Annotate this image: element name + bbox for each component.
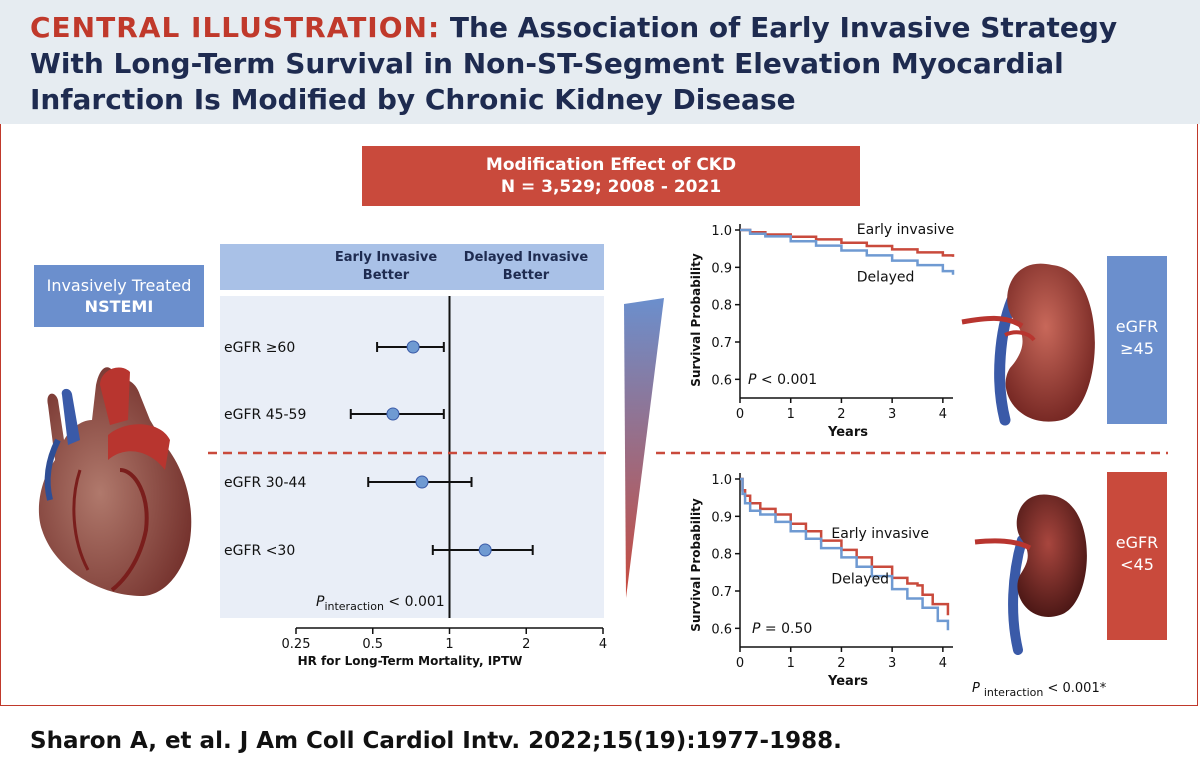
km-x-tick-label: 0 [736, 407, 744, 422]
population-box-line1: Invasively Treated [46, 276, 192, 295]
header-banner [0, 0, 1200, 124]
km-y-tick-label: 0.7 [711, 336, 732, 351]
modification-box-line1: Modification Effect of CKD [485, 155, 737, 175]
km-x-tick-label: 4 [939, 407, 947, 422]
forest-header-right-line2: Better [503, 268, 550, 283]
forest-row-label: eGFR 45-59 [224, 407, 306, 423]
forest-x-tick-label: 1 [445, 637, 453, 652]
km-series-label: Delayed [831, 571, 889, 587]
km-x-tick-label: 2 [837, 656, 845, 671]
km-top-x-label: Years [827, 425, 868, 440]
km-plot-bottom: 0 1 2 3 4 1.0 0.9 0.8 0.7 0.6 Early invasive Delaye… [711, 473, 953, 671]
km-y-tick-label: 1.0 [711, 224, 732, 239]
km-y-tick-label: 0.8 [711, 548, 732, 563]
forest-row-label: eGFR 30-44 [224, 475, 306, 491]
gradient-wedge [624, 298, 664, 598]
km-x-tick-label: 4 [939, 656, 947, 671]
population-box: Invasively Treated NSTEMI [34, 265, 204, 327]
forest-x-tick-label: 0.25 [282, 637, 311, 652]
km-y-tick-label: 1.0 [711, 473, 732, 488]
km-x-tick-label: 3 [888, 656, 896, 671]
km-y-tick-label: 0.9 [711, 261, 732, 276]
km-plot-top: 0 1 2 3 4 1.0 0.9 0.8 0.7 0.6 Early invasive Delaye… [711, 222, 954, 422]
km-series-line [740, 228, 955, 275]
kidney-illustration-bottom [974, 494, 1087, 655]
km-y-tick-label: 0.7 [711, 585, 732, 600]
km-series-label: Early invasive [857, 222, 955, 238]
km-bottom-x-label: Years [827, 674, 868, 689]
km-bottom-y-label: Survival Probability [689, 498, 703, 632]
km-y-tick-label: 0.8 [711, 299, 732, 314]
population-box-line2: NSTEMI [84, 297, 154, 316]
forest-header-left-line1: Early Invasive [335, 250, 438, 265]
km-series-line [740, 477, 950, 616]
km-x-tick-label: 1 [787, 656, 795, 671]
forest-point-estimate [478, 543, 492, 557]
km-y-tick-label: 0.6 [711, 373, 732, 388]
forest-header-bg [220, 244, 604, 290]
km-y-tick-label: 0.6 [711, 622, 732, 637]
title-rest: The Association of Early Invasive Strate… [30, 11, 1118, 116]
forest-x-tick-label: 0.5 [362, 637, 383, 652]
km-x-tick-label: 2 [837, 407, 845, 422]
forest-plot: 0.25 0.5 1 2 4 eGFR ≥60 eGFR 45-59 eGFR 30-44 eG… [224, 296, 607, 652]
forest-point-estimate [386, 407, 400, 421]
citation: Sharon A, et al. J Am Coll Cardiol Intv.… [30, 728, 842, 754]
kidney-illustration-top [961, 263, 1095, 426]
forest-row-label: eGFR <30 [224, 543, 295, 559]
km-series-line [740, 477, 950, 631]
forest-point-estimate [406, 340, 420, 354]
km-x-tick-label: 1 [787, 407, 795, 422]
egfr-low-line2: <45 [1120, 555, 1154, 574]
km-bottom-p-value: P = 0.50 [752, 621, 812, 637]
modification-box: Modification Effect of CKD N = 3,529; 20… [362, 146, 860, 206]
km-x-tick-label: 3 [888, 407, 896, 422]
km-series-label: Early invasive [831, 526, 929, 542]
forest-x-tick-label: 2 [522, 637, 530, 652]
forest-row-label: eGFR ≥60 [224, 340, 295, 356]
figure-title: CENTRAL ILLUSTRATION: The Association of… [30, 10, 1180, 118]
heart-illustration [38, 367, 192, 597]
egfr-high-box: eGFR ≥45 [1107, 256, 1167, 424]
km-top-y-label: Survival Probability [689, 253, 703, 387]
title-lead: CENTRAL ILLUSTRATION: [30, 11, 441, 44]
egfr-low-line1: eGFR [1115, 533, 1159, 552]
forest-header-left-line2: Better [363, 268, 410, 283]
egfr-high-line2: ≥45 [1120, 339, 1154, 358]
forest-header-right-line1: Delayed Invasive [464, 250, 589, 265]
figure-frame [0, 124, 1198, 706]
km-series-label: Delayed [857, 269, 915, 285]
egfr-high-line1: eGFR [1115, 317, 1159, 336]
forest-x-tick-label: 4 [599, 637, 607, 652]
forest-p-interaction: Pinteraction < 0.001 [316, 594, 445, 613]
modification-box-line2: N = 3,529; 2008 - 2021 [500, 177, 722, 197]
forest-x-axis-label: HR for Long-Term Mortality, IPTW [298, 654, 523, 668]
km-top-p-value: P < 0.001 [748, 372, 817, 388]
km-x-tick-label: 0 [736, 656, 744, 671]
egfr-low-box: eGFR <45 [1107, 472, 1167, 640]
forest-point-estimate [415, 475, 429, 489]
km-y-tick-label: 0.9 [711, 510, 732, 525]
